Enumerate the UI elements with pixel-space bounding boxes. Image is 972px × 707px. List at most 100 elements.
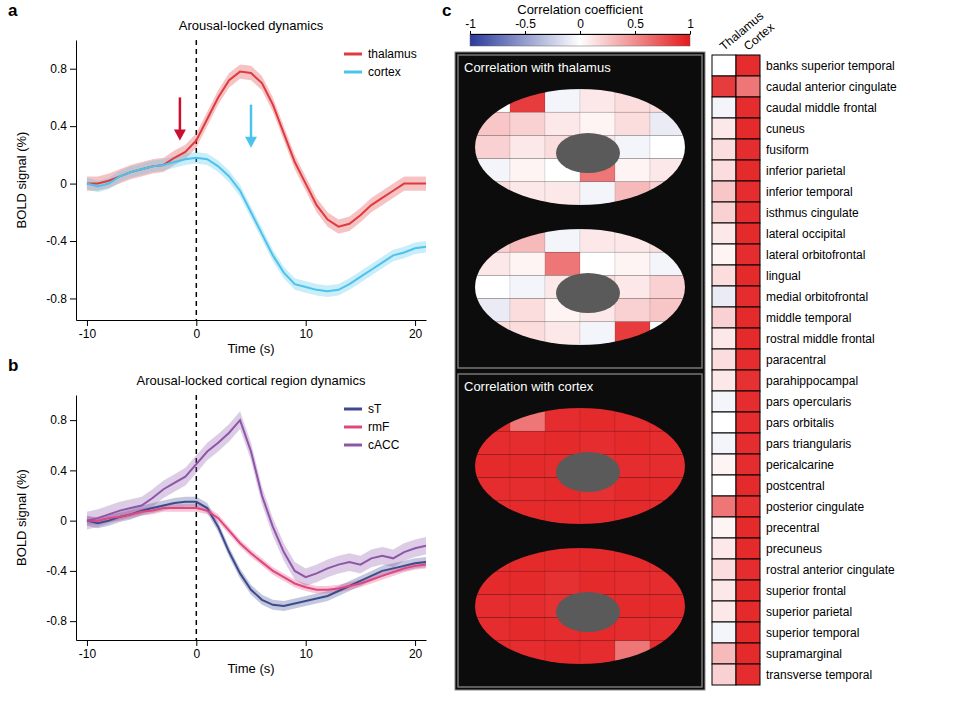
heatmap-cell [736,160,760,181]
tick-mark [70,184,76,185]
brain-region [545,322,580,345]
tick: 10 [300,640,314,661]
legend-label: cortex [368,65,401,79]
axis-line [76,41,77,321]
brain-region [475,299,510,322]
tick-mark [196,320,197,326]
row-label: inferior temporal [766,185,853,199]
tick-label: -0.4 [46,234,67,248]
series-line [87,420,426,577]
row-label: precuneus [766,542,822,556]
brain-region [545,501,580,524]
tick-label: 0 [193,647,200,661]
brain-subframe [458,55,702,368]
brain-region [650,159,685,182]
tick-label: -0.5 [515,17,536,31]
row-label: caudal anterior cingulate [766,80,897,94]
x-axis-title: Time (s) [227,661,274,676]
brain-region [510,275,545,298]
heatmap-cell [736,643,760,664]
heatmap-cell [736,622,760,643]
brain-region [615,159,650,182]
series-line [87,508,426,590]
brain-region [475,135,510,158]
row-label: inferior parietal [766,164,845,178]
row-label: lingual [766,269,801,283]
brain-region [475,159,510,182]
brain-region [510,252,545,275]
brain-region [580,182,615,205]
heatmap-cell [736,433,760,454]
tick: -0.4 [46,564,76,578]
tick: -10 [79,640,97,661]
brain-region [580,641,615,664]
brain-region [615,594,650,617]
figure: aArousal-locked dynamics-1001020-0.8-0.4… [0,0,972,707]
axis-line [471,34,691,35]
brain-region [615,454,650,477]
heatmap-cell [736,580,760,601]
colorbar-axis: -1-0.500.51 [465,17,694,35]
brain-region [580,571,615,594]
brain-region [475,618,510,641]
brain-region [510,548,545,571]
row-label: pars opercularis [766,395,851,409]
brain-region [650,182,685,205]
brain-region [615,182,650,205]
brain-region [475,89,510,112]
tick: 0.8 [50,413,76,427]
brain-region [615,112,650,135]
heatmap-cell [736,244,760,265]
brain-region [545,571,580,594]
tick: 0.4 [50,119,76,133]
brain-region [510,618,545,641]
tick-mark [306,640,307,646]
tick: -0.4 [46,234,76,248]
tick-label: -0.8 [46,292,67,306]
heatmap-cell [736,538,760,559]
brain-region [615,478,650,501]
brain-region [580,431,615,454]
brain-region [615,641,650,664]
tick: 0 [193,640,200,661]
heatmap-cell [712,223,736,244]
heatmap-cell [736,76,760,97]
tick-mark [87,640,88,646]
series-line [87,158,426,292]
tick-label: 0 [577,17,584,31]
brain-region [510,641,545,664]
brain-region [475,275,510,298]
plot-area [87,40,426,320]
brain-region [650,322,685,345]
brain-region [580,229,615,252]
heatmap-cell [736,475,760,496]
tick-label: 1 [687,17,694,31]
heatmap-cell [712,265,736,286]
tick-mark [70,470,76,471]
brain-region [650,89,685,112]
event-line [196,40,198,320]
heatmap-cell [712,454,736,475]
series-line [87,502,426,606]
tick-mark [525,31,526,34]
heatmap-cell [736,517,760,538]
tick-label: 0.8 [50,413,67,427]
brain-region [475,571,510,594]
tick-label: 0.4 [50,464,67,478]
x-axis: -1001020 [77,320,427,341]
brain-region [545,548,580,571]
panel-label: b [8,356,18,375]
tick-mark [70,571,76,572]
tick: -0.8 [46,292,76,306]
title: Arousal-locked dynamics [179,18,324,33]
brain-region [650,478,685,501]
axis-line [77,640,427,641]
heatmap-cell [736,223,760,244]
heatmap-cell [712,118,736,139]
brain-region [545,431,580,454]
heatmap-cell [712,370,736,391]
brain-region [475,501,510,524]
column-label: Cortex [741,20,777,53]
heatmap-cell [712,202,736,223]
tick: 0 [60,514,76,528]
